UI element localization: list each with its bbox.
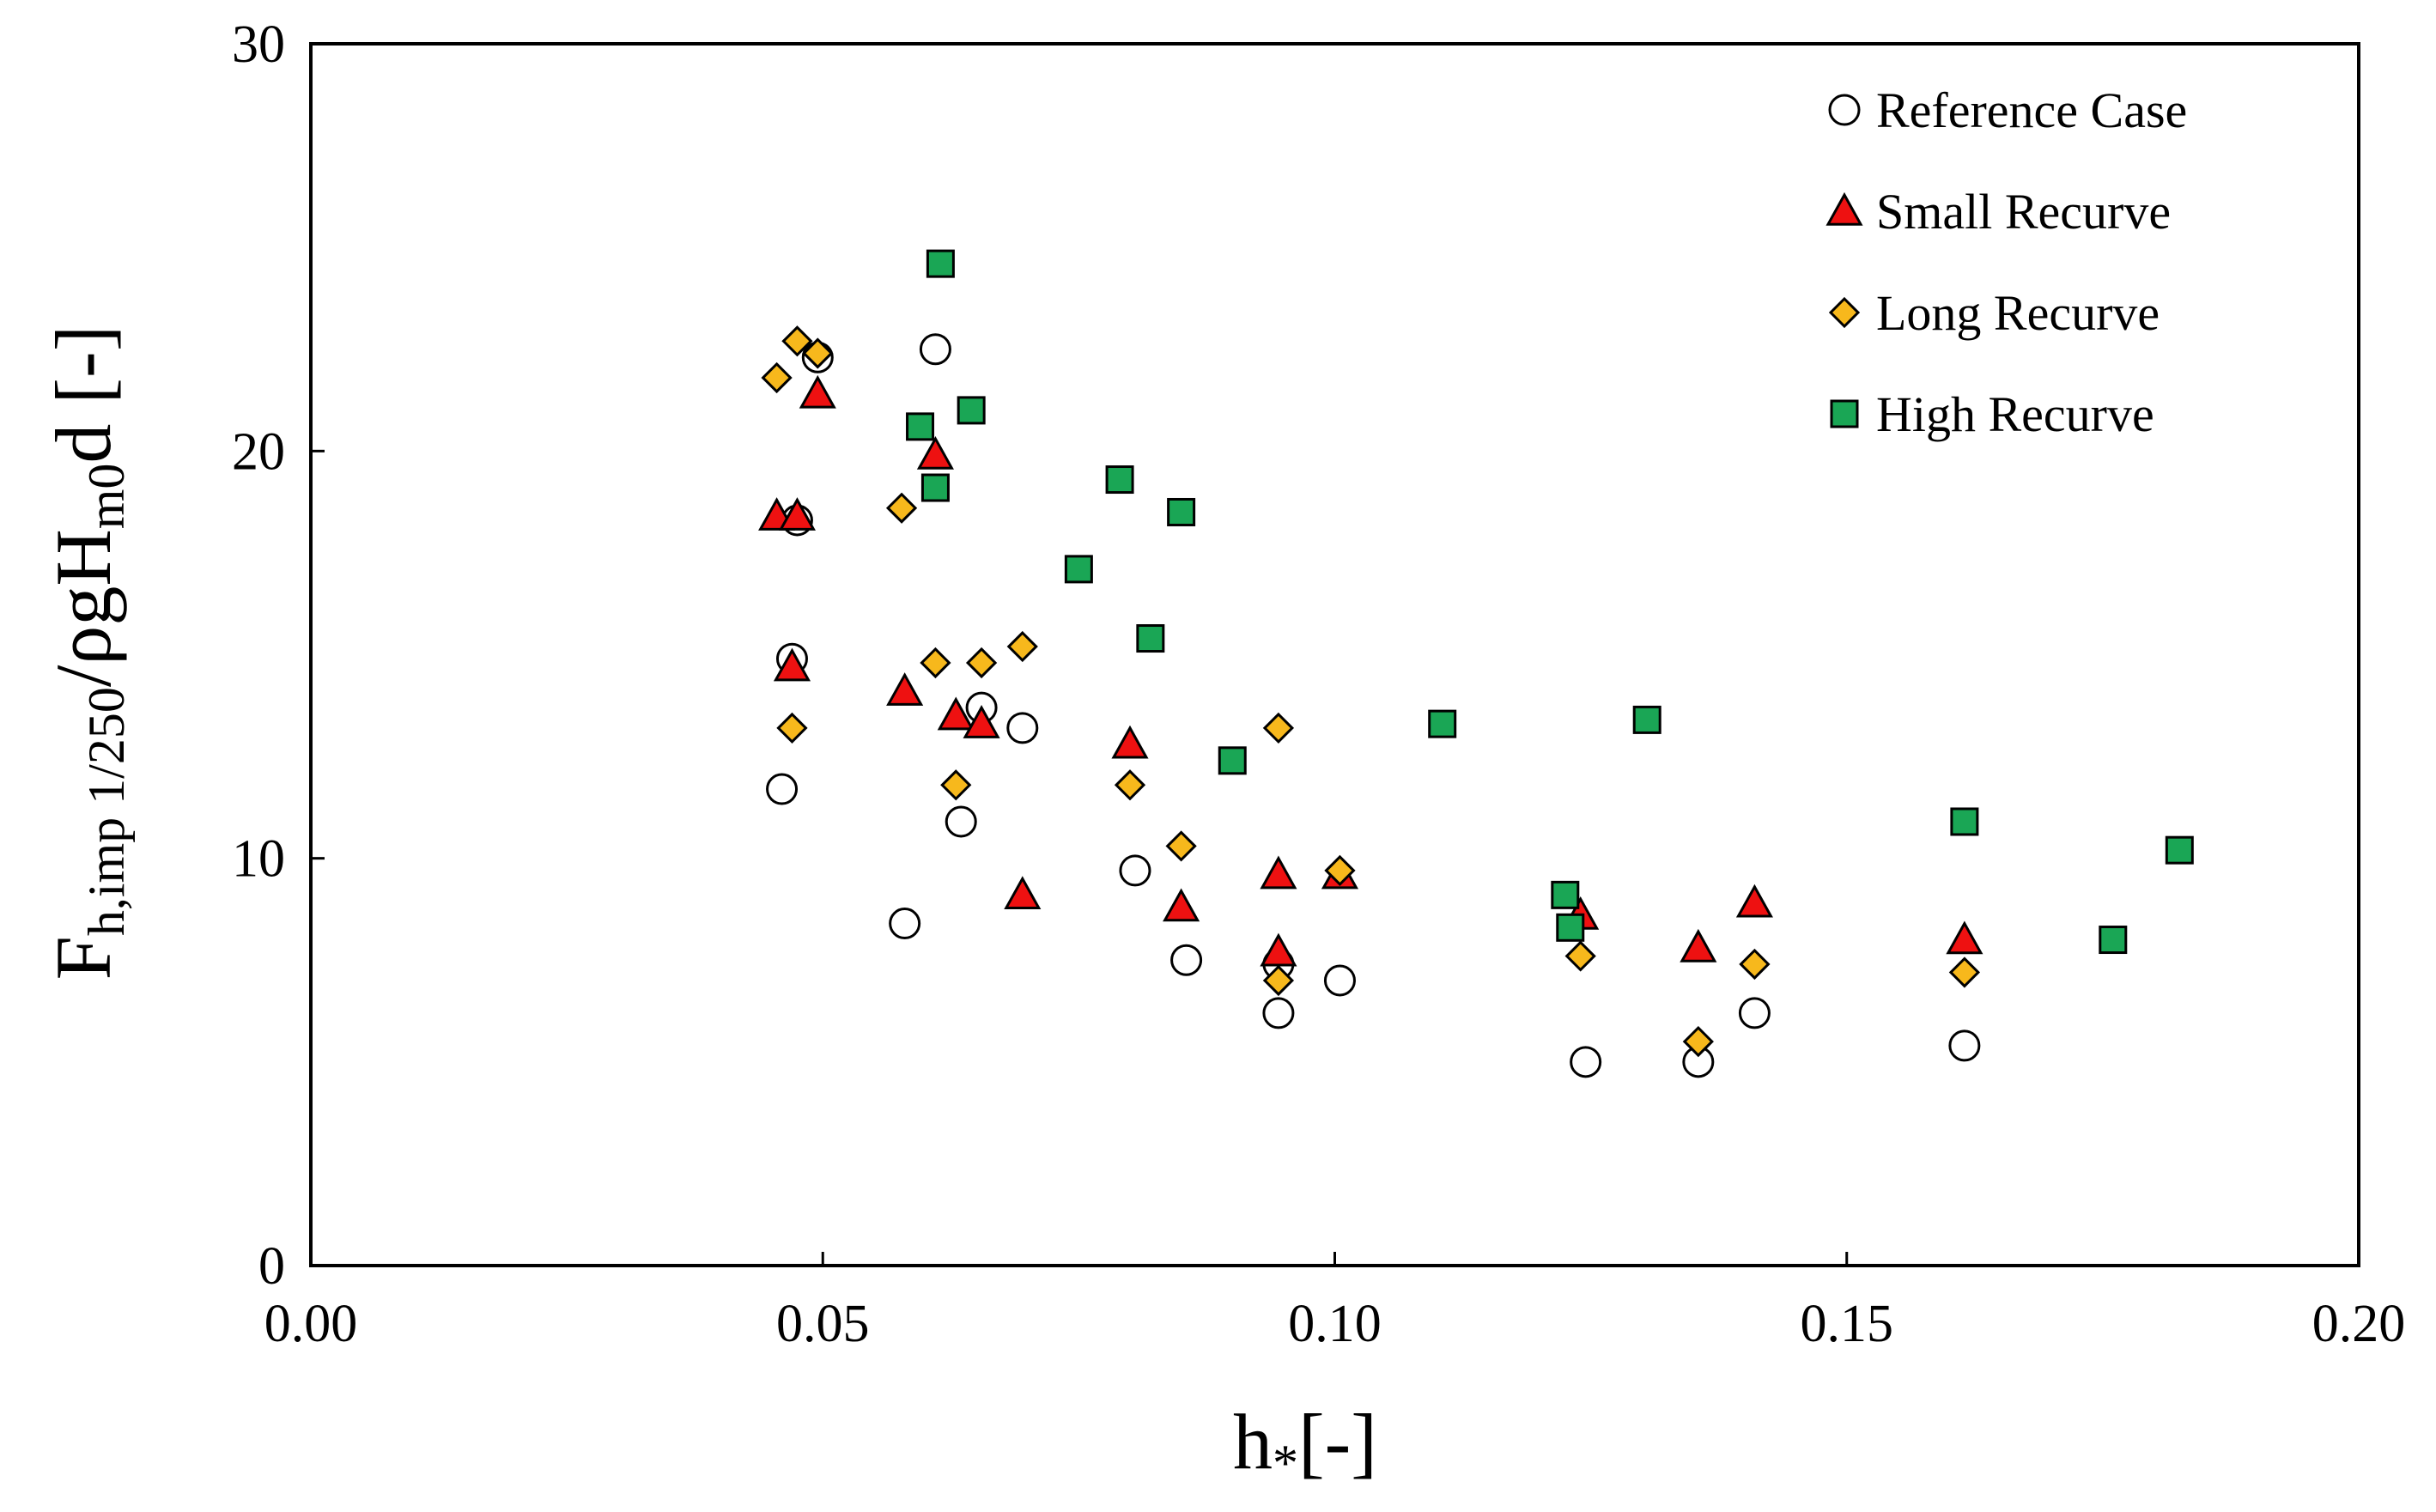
data-point [1946,920,1983,955]
data-point [1167,497,1196,526]
data-point [920,647,951,679]
data-point [802,337,834,369]
data-point [1739,948,1771,981]
series-small-recurve [758,374,1983,967]
legend-label: Long Recurve [1876,285,2160,341]
data-point [886,672,924,706]
data-point [1105,465,1134,495]
x-tick-label: 0.05 [776,1295,870,1353]
x-axis-title-base: h [1233,1398,1273,1485]
data-point [965,647,998,679]
data-point [1632,705,1661,734]
series-long-recurve [761,325,1981,1058]
data-point [1428,709,1457,738]
data-point [889,908,921,940]
x-tick-label: 0.15 [1801,1295,1894,1353]
x-axis-title: h*[-] [1233,1398,1377,1491]
x-axis-title-sub: * [1273,1435,1298,1491]
x-tick-label: 0.10 [1288,1295,1382,1353]
x-axis: 0.00 0.05 0.10 0.15 0.20 [264,1252,2406,1353]
legend-marker [1828,94,1861,126]
legend-marker [1825,191,1863,226]
data-point [1738,997,1771,1029]
data-point [2165,835,2194,865]
y-axis-title-f-sub: h,imp 1/250 [78,687,135,936]
data-point [963,705,1000,738]
data-point [1262,997,1295,1029]
data-point [1170,944,1203,976]
data-point [1262,712,1295,744]
data-point [781,325,813,357]
data-point [1262,964,1295,997]
y-tick-label: 0 [258,1237,285,1296]
data-point [926,249,955,278]
data-point [1556,913,1585,942]
legend-marker [1828,296,1861,329]
legend-label: Small Recurve [1876,184,2171,240]
y-axis-title-mid: /ρgH [39,529,127,687]
data-point [1551,880,1580,909]
data-point [773,647,811,682]
data-point [945,805,977,838]
data-point [919,333,951,366]
x-axis-title-unit: [-] [1298,1398,1377,1485]
data-point [1163,888,1200,922]
y-axis-title-h-sub: m0 [78,464,135,530]
data-point [1324,854,1356,887]
series-high-recurve [906,249,2194,955]
data-point [1006,630,1038,663]
legend-label: High Recurve [1876,386,2154,442]
data-point [778,497,816,531]
data-point [761,361,793,394]
data-point [1064,555,1093,584]
data-point [885,492,918,524]
x-tick-label: 0.20 [2312,1295,2406,1353]
data-point [940,769,972,801]
legend: Reference Case Small Recurve Long Recurve H… [1825,82,2187,442]
data-point [766,773,799,805]
data-point [1948,1029,1981,1062]
legend-label: Reference Case [1876,82,2187,138]
y-tick-label: 30 [232,15,285,74]
data-points [758,249,2194,1078]
data-point [1680,928,1717,962]
y-axis: 0 10 20 30 [232,15,325,1296]
series-reference-case [766,333,1981,1078]
data-point [1564,940,1596,972]
data-point [1950,807,1979,836]
data-point [799,374,836,409]
data-point [937,696,975,731]
data-point [1260,932,1297,967]
y-axis-title-tail: d [-] [39,325,127,464]
y-tick-label: 20 [232,422,285,481]
data-point [1260,855,1297,890]
data-point [916,435,954,470]
data-point [906,412,935,441]
data-point [1004,876,1042,910]
data-point [1948,956,1981,988]
data-point [957,396,986,425]
data-point [1218,746,1247,775]
data-point [920,473,950,502]
data-point [1006,712,1039,744]
y-axis-title: Fh,imp 1/250/ρgHm0d [-] [39,325,135,981]
data-point [1136,624,1165,653]
data-point [1114,769,1146,801]
x-tick-label: 0.00 [264,1295,358,1353]
legend-marker [1830,399,1859,428]
data-point [2099,926,2128,955]
data-point [1165,830,1197,862]
data-point [1570,1046,1602,1078]
data-point [776,712,808,744]
data-point [1735,884,1773,918]
data-point [1682,1025,1714,1058]
y-tick-label: 10 [232,830,285,889]
data-point [1119,854,1151,887]
y-axis-title-f: F [39,936,127,980]
data-point [1111,725,1149,759]
data-point [1323,964,1356,997]
